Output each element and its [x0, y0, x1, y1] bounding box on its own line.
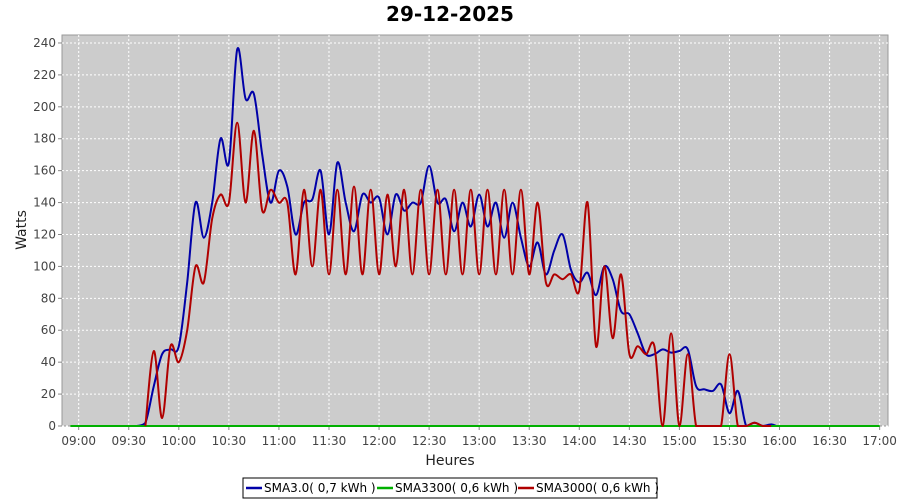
x-tick-label: 10:30 — [212, 434, 247, 448]
x-tick-label: 17:00 — [862, 434, 897, 448]
chart-title: 29-12-2025 — [386, 2, 514, 26]
legend-item: SMA3.0( 0,7 kWh ) — [264, 481, 376, 495]
legend-item: SMA3300( 0,6 kWh ) — [395, 481, 518, 495]
y-tick-label: 40 — [41, 355, 56, 369]
x-tick-label: 11:30 — [312, 434, 347, 448]
x-tick-label: 16:30 — [812, 434, 847, 448]
y-axis-label: Watts — [14, 210, 30, 250]
x-tick-label: 10:00 — [162, 434, 197, 448]
y-tick-label: 240 — [33, 36, 56, 50]
x-tick-label: 11:00 — [262, 434, 297, 448]
x-tick-label: 09:00 — [61, 434, 96, 448]
y-tick-label: 20 — [41, 387, 56, 401]
y-axis-ticks: 0 20 40 60 80 100 120 140 160 180 200 220 240 — [33, 36, 62, 433]
x-tick-label: 13:00 — [462, 434, 497, 448]
x-tick-label: 13:30 — [512, 434, 547, 448]
series-line-0 — [136, 47, 777, 427]
y-tick-label: 120 — [33, 227, 56, 241]
legend-item: SMA3000( 0,6 kWh ) — [536, 481, 659, 495]
y-tick-label: 80 — [41, 291, 56, 305]
x-tick-label: 12:30 — [412, 434, 447, 448]
x-tick-label: 09:30 — [111, 434, 146, 448]
x-tick-label: 12:00 — [362, 434, 397, 448]
series-lines — [70, 47, 880, 427]
series-line-2 — [144, 121, 772, 427]
y-tick-label: 100 — [33, 259, 56, 273]
y-tick-label: 140 — [33, 196, 56, 210]
x-axis-label: Heures — [425, 453, 474, 469]
x-tick-label: 15:30 — [712, 434, 747, 448]
y-tick-label: 60 — [41, 323, 56, 337]
y-tick-label: 0 — [48, 419, 56, 433]
x-tick-label: 15:00 — [662, 434, 697, 448]
y-tick-label: 200 — [33, 100, 56, 114]
legend: SMA3.0( 0,7 kWh ) SMA3300( 0,6 kWh ) SMA30… — [242, 477, 659, 499]
y-tick-label: 220 — [33, 68, 56, 82]
x-tick-label: 14:00 — [562, 434, 597, 448]
y-tick-label: 180 — [33, 132, 56, 146]
legend-box — [242, 477, 658, 499]
x-tick-label: 16:00 — [762, 434, 797, 448]
x-axis-ticks: 09:00 09:30 10:00 10:30 11:00 11:30 12:00 12:30… — [61, 426, 897, 448]
x-tick-label: 14:30 — [612, 434, 647, 448]
y-tick-label: 160 — [33, 164, 56, 178]
